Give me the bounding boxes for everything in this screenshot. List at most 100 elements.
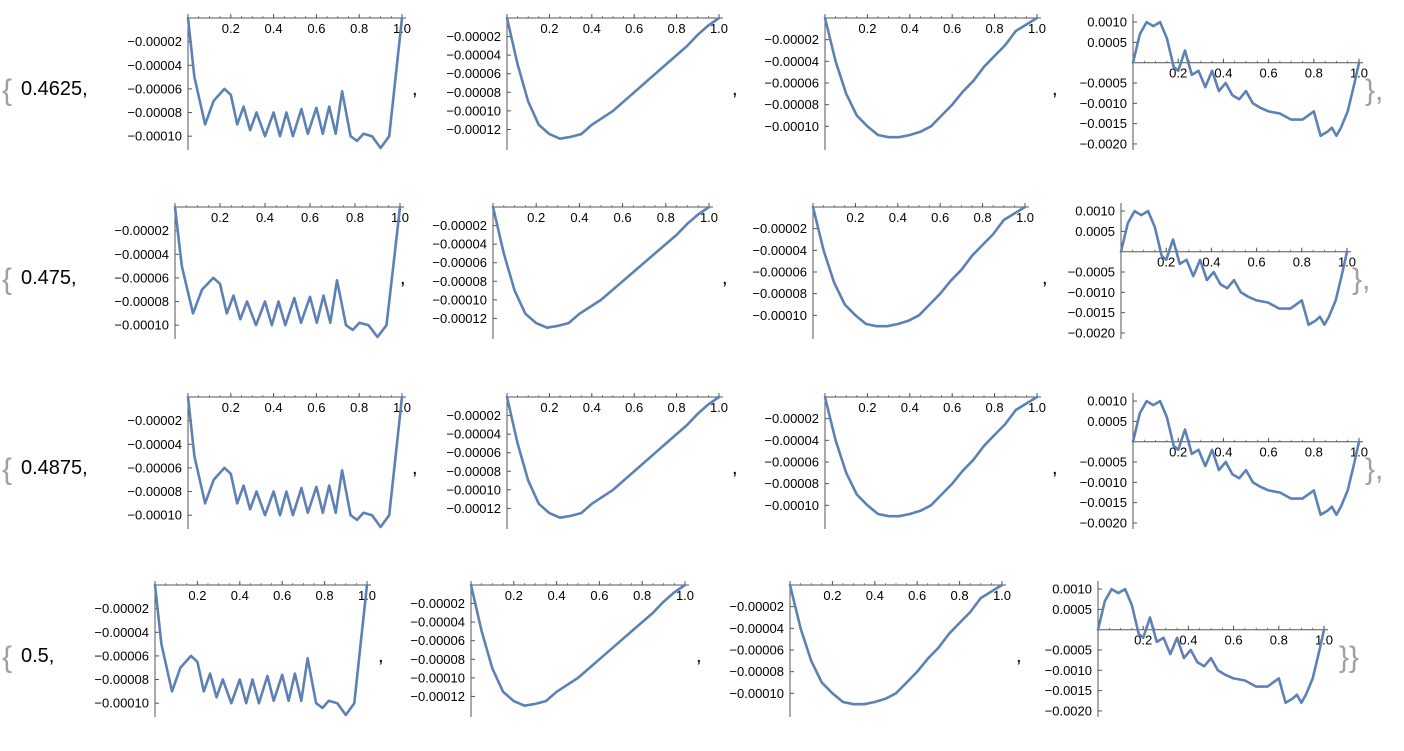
x-tick-label: 0.4 — [231, 588, 249, 603]
close-brace: }, — [1365, 74, 1383, 107]
y-tick-label: −0.00010 — [764, 498, 819, 513]
y-tick-label: −0.00002 — [410, 596, 465, 611]
y-tick-label: −0.00006 — [764, 76, 819, 91]
y-tick-label: −0.00006 — [114, 270, 169, 285]
y-tick-label: 0.0010 — [1087, 394, 1127, 409]
y-tick-label: −0.00002 — [94, 601, 149, 616]
y-tick-label: −0.00006 — [446, 66, 501, 81]
row-1: {0.475, 0.2 0.4 0.6 0.8 1.0 −0.00002 −0.00004 −0… — [2, 203, 1370, 340]
y-tick-label: −0.00002 — [764, 32, 819, 47]
x-tick-label: 0.2 — [222, 400, 240, 415]
comma-separator: , — [412, 78, 418, 100]
comma-separator: , — [1052, 457, 1058, 479]
y-tick-label: −0.0015 — [1068, 305, 1115, 320]
x-tick-label: 0.4 — [265, 400, 283, 415]
x-tick-label: 1.0 — [710, 21, 728, 36]
y-tick-label: −0.00004 — [410, 615, 465, 630]
y-tick-label: −0.0005 — [1080, 455, 1127, 470]
x-tick-label: 0.8 — [986, 400, 1004, 415]
x-tick-label: 0.8 — [1293, 255, 1311, 270]
y-tick-label: −0.00004 — [432, 237, 487, 252]
chart-3-2: 0.2 0.4 0.6 0.8 1.0 −0.00002 −0.00004 −0.00006 −… — [729, 581, 1022, 717]
x-tick-label: 0.4 — [889, 210, 907, 225]
x-tick-label: 0.4 — [583, 400, 601, 415]
comma-separator: , — [696, 645, 702, 667]
series-line — [469, 583, 687, 708]
y-tick-label: −0.00012 — [432, 311, 487, 326]
comma-separator: , — [732, 78, 738, 100]
y-tick-label: −0.00010 — [127, 508, 182, 523]
series-line — [491, 205, 711, 330]
chart-1-3: 0.2 0.4 0.6 0.8 1.0 0.0010 0.0005 −0.0005 −0.001… — [1068, 203, 1370, 340]
x-tick-label: 1.0 — [1350, 445, 1368, 460]
x-tick-label: 0.2 — [1157, 255, 1175, 270]
x-tick-label: 0.6 — [943, 400, 961, 415]
x-tick-label: 0.8 — [668, 400, 686, 415]
x-tick-label: 0.6 — [1225, 633, 1243, 648]
y-tick-label: −0.00006 — [410, 633, 465, 648]
series-line — [1131, 20, 1361, 138]
row-label: 0.475, — [21, 267, 77, 289]
y-tick-label: 0.0005 — [1075, 224, 1115, 239]
x-tick-label: 0.6 — [273, 588, 291, 603]
y-tick-label: −0.00006 — [752, 265, 807, 280]
x-tick-label: 0.2 — [858, 21, 876, 36]
x-tick-label: 1.0 — [1016, 210, 1034, 225]
y-tick-label: −0.00004 — [127, 58, 182, 73]
chart-0-1: 0.2 0.4 0.6 0.8 1.0 −0.00002 −0.00004 −0.00006 −… — [446, 14, 738, 150]
x-tick-label: 0.2 — [540, 21, 558, 36]
y-tick-label: −0.00002 — [114, 223, 169, 238]
x-tick-label: 0.2 — [823, 588, 841, 603]
x-tick-label: 0.2 — [1169, 445, 1187, 460]
y-tick-label: −0.00002 — [752, 221, 807, 236]
x-tick-label: 0.2 — [540, 400, 558, 415]
series-line — [823, 395, 1039, 518]
x-tick-label: 0.6 — [625, 400, 643, 415]
y-tick-label: 0.0005 — [1087, 35, 1127, 50]
x-tick-label: 0.4 — [901, 400, 919, 415]
chart-0-0: 0.2 0.4 0.6 0.8 1.0−0.00002−0.00004−0.00006−… — [127, 14, 418, 150]
x-tick-label: 0.6 — [614, 210, 632, 225]
series-line — [505, 16, 721, 140]
y-tick-label: −0.00004 — [764, 433, 819, 448]
y-tick-label: −0.00008 — [764, 97, 819, 112]
x-tick-label: 0.8 — [316, 588, 334, 603]
row-3: {0.5, 0.2 0.4 0.6 0.8 1.0 −0.00002 −0.00004 −0.0… — [2, 581, 1359, 718]
y-tick-label: −0.00006 — [729, 643, 784, 658]
y-tick-label: −0.00004 — [446, 48, 501, 63]
chart-2-1: 0.2 0.4 0.6 0.8 1.0 −0.00002 −0.00004 −0.00006 −… — [446, 393, 738, 529]
x-tick-label: 0.2 — [188, 588, 206, 603]
y-tick-label: −0.00012 — [410, 689, 465, 704]
y-tick-label: −0.00006 — [432, 255, 487, 270]
y-tick-label: −0.00006 — [127, 460, 182, 475]
y-tick-label: −0.00002 — [432, 218, 487, 233]
x-tick-label: 0.2 — [222, 21, 240, 36]
y-tick-label: −0.0015 — [1080, 116, 1127, 131]
y-tick-label: −0.00002 — [127, 34, 182, 49]
close-brace: }, — [1365, 453, 1383, 486]
y-tick-label: −0.00010 — [127, 129, 182, 144]
series-line — [505, 395, 721, 520]
y-tick-label: −0.00010 — [446, 482, 501, 497]
x-tick-label: 0.8 — [1305, 66, 1323, 81]
y-tick-label: −0.00010 — [432, 292, 487, 307]
y-tick-label: −0.00002 — [764, 411, 819, 426]
chart-3-1: 0.2 0.4 0.6 0.8 1.0 −0.00002 −0.00004 −0.00006 −… — [410, 581, 702, 717]
x-tick-label: 0.8 — [633, 588, 651, 603]
y-tick-label: −0.00004 — [114, 247, 169, 262]
y-tick-label: 0.0010 — [1052, 582, 1092, 597]
y-tick-label: −0.00008 — [127, 105, 182, 120]
row-0: {0.4625, 0.2 0.4 0.6 0.8 1.0 −0.00002 −0.00004 −… — [2, 14, 1383, 151]
y-tick-label: −0.00004 — [764, 54, 819, 69]
x-tick-label: 0.4 — [1202, 255, 1220, 270]
comma-separator: , — [1052, 78, 1058, 100]
y-tick-label: −0.00008 — [114, 294, 169, 309]
x-tick-label: 1.0 — [710, 400, 728, 415]
x-tick-label: 0.8 — [974, 210, 992, 225]
y-tick-label: −0.0005 — [1068, 265, 1115, 280]
y-tick-label: −0.00008 — [446, 85, 501, 100]
y-tick-label: −0.00002 — [127, 413, 182, 428]
y-tick-label: −0.0020 — [1068, 325, 1115, 340]
series-line — [186, 395, 404, 529]
